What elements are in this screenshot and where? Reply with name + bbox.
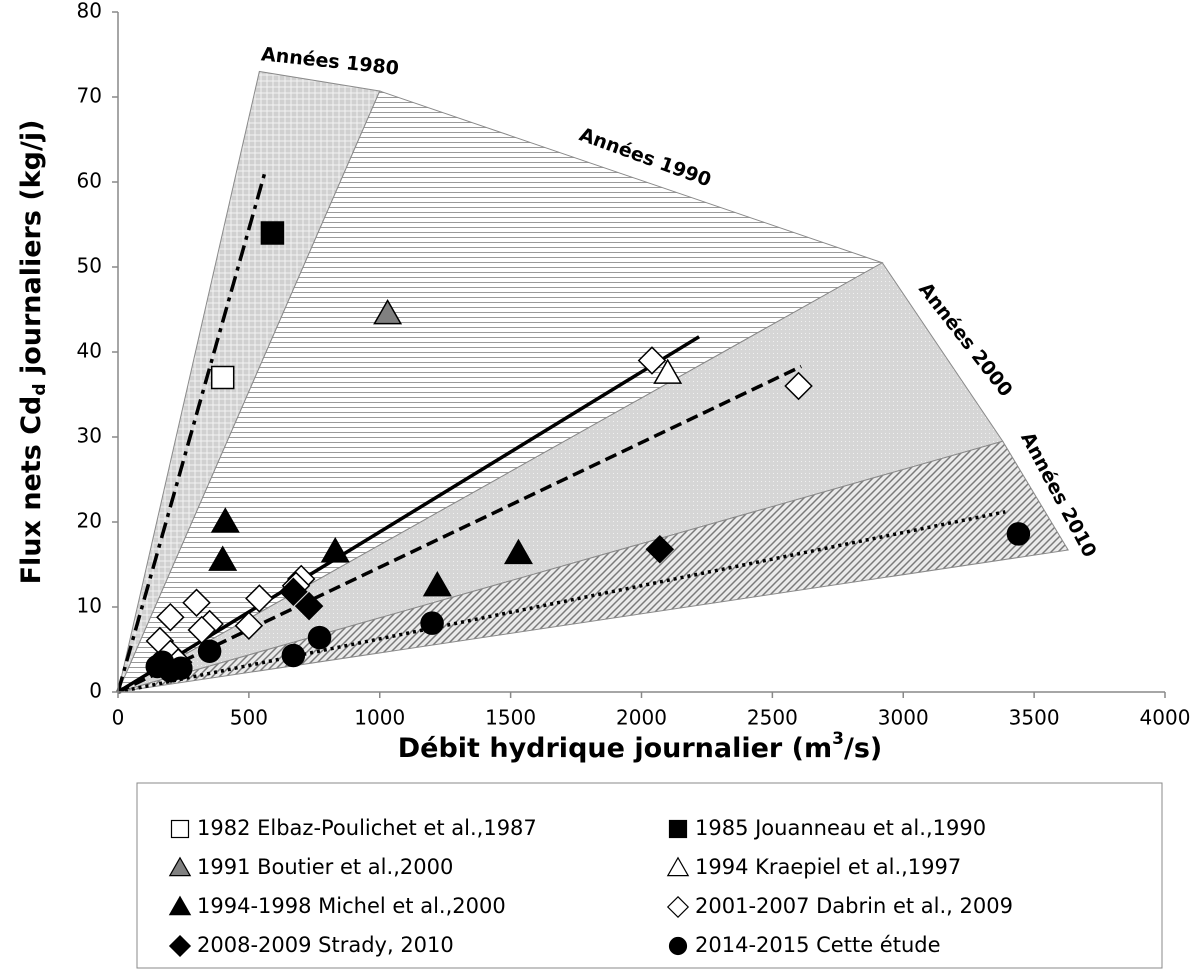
data-point (653, 358, 683, 384)
data-point (281, 643, 306, 668)
legend-marker (170, 819, 190, 839)
data-point (307, 625, 332, 650)
region (117, 440, 1069, 693)
legend-label: 2014-2015 Cette étude (695, 933, 941, 957)
x-tick-label: 4000 (1140, 706, 1191, 730)
data-point (197, 639, 222, 663)
data-point (420, 611, 444, 635)
x-tick-label: 1000 (354, 706, 405, 730)
y-tick-label: 10 (77, 594, 102, 618)
data-point (210, 365, 235, 390)
trend-line (116, 173, 267, 693)
legend-label: 1994-1998 Michel et al.,2000 (197, 894, 506, 918)
data-point (208, 545, 238, 571)
legend-marker (666, 856, 690, 877)
legend-label: 2001-2007 Dabrin et al., 2009 (695, 894, 1013, 918)
data-point (279, 577, 308, 606)
y-tick-label: 20 (77, 509, 102, 533)
data-point (422, 571, 452, 597)
data-point (645, 534, 675, 564)
legend-marker (168, 934, 192, 958)
y-tick-label: 60 (77, 169, 102, 193)
legend-marker (666, 895, 690, 919)
legend-marker (668, 936, 688, 956)
data-point (637, 346, 667, 375)
data-point (784, 371, 813, 401)
legend-label: 2008-2009 Strady, 2010 (197, 933, 454, 957)
x-tick-label: 3500 (1009, 706, 1060, 730)
legend-label: 1991 Boutier et al.,2000 (197, 855, 453, 879)
data-point (294, 591, 324, 621)
data-point (373, 299, 403, 325)
data-point (182, 588, 211, 618)
x-tick-label: 2500 (747, 706, 798, 730)
legend-marker (668, 819, 688, 839)
x-tick-label: 500 (230, 706, 268, 730)
x-tick-label: 2000 (616, 706, 667, 730)
data-point (320, 537, 350, 563)
region-label: Années 1980 (260, 43, 400, 79)
y-tick-label: 30 (77, 424, 102, 448)
data-point (156, 602, 185, 632)
data-point (503, 538, 533, 565)
legend-box (136, 782, 1163, 969)
y-tick-label: 0 (89, 679, 102, 703)
data-point (245, 584, 274, 613)
data-point (210, 507, 240, 533)
data-point (260, 221, 285, 245)
x-tick-label: 1500 (485, 706, 536, 730)
data-point (1006, 522, 1031, 546)
x-tick-label: 3000 (878, 706, 929, 730)
x-tick-label: 0 (112, 706, 125, 730)
y-tick-label: 80 (77, 0, 102, 23)
x-axis-title: Débit hydrique journalier (m3/s) (398, 729, 883, 764)
legend-label: 1982 Elbaz-Poulichet et al.,1987 (197, 816, 537, 840)
y-tick-label: 50 (77, 254, 102, 278)
legend-marker (168, 856, 192, 877)
legend-label: 1985 Jouanneau et al.,1990 (695, 816, 986, 840)
trend-line (117, 364, 802, 694)
y-tick-label: 40 (77, 339, 102, 363)
data-point (145, 654, 170, 679)
data-point (169, 656, 193, 680)
legend-label: 1994 Kraepiel et al.,1997 (695, 855, 961, 879)
data-point (234, 611, 264, 640)
legend-marker (168, 895, 192, 916)
y-axis-title: Flux nets Cdd journaliers (kg/j) (16, 120, 51, 585)
y-tick-label: 70 (77, 84, 102, 108)
